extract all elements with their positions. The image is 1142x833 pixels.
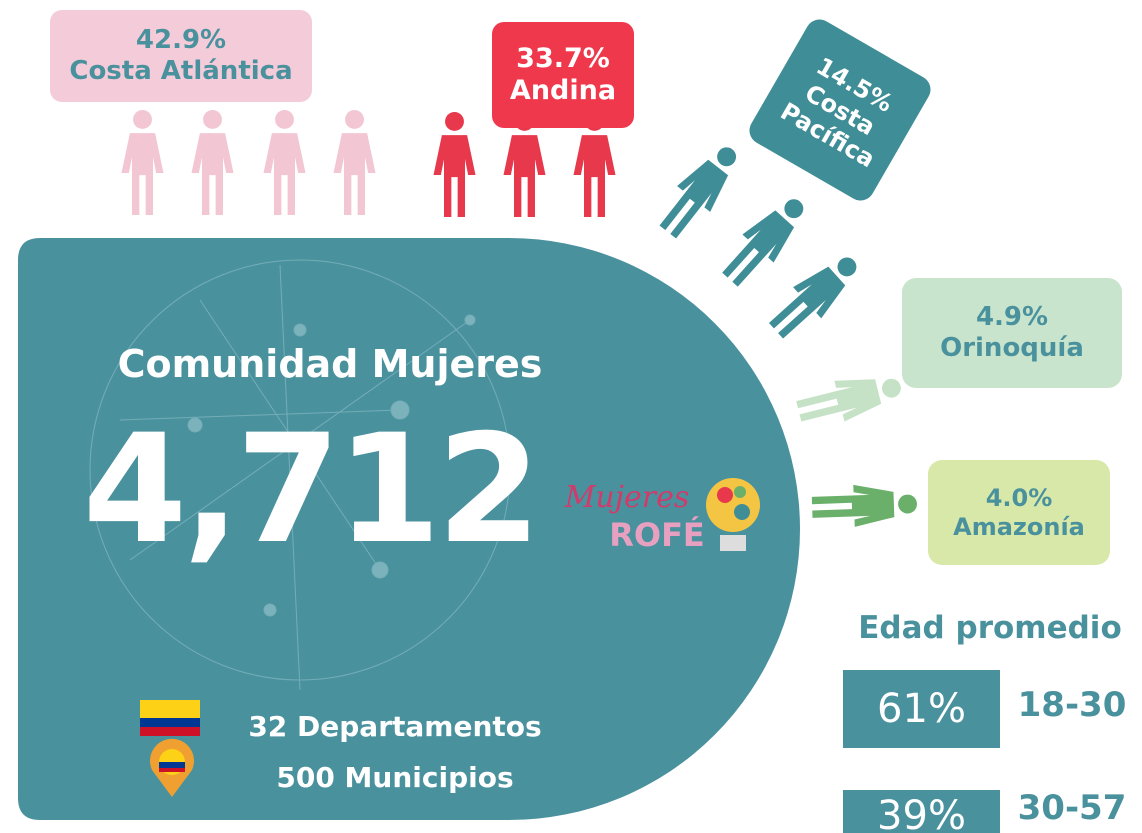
main-title: Comunidad Mujeres xyxy=(117,342,543,387)
departamentos: 32 Departamentos xyxy=(248,710,542,744)
region-name: Orinoquía xyxy=(940,333,1084,363)
region-label: 4.9% Orinoquía xyxy=(902,278,1122,388)
region-percent: 42.9% xyxy=(135,24,227,55)
logo-text: Mujeres xyxy=(564,480,690,515)
region-label: 4.0% Amazonía xyxy=(928,460,1110,565)
network-decoration xyxy=(89,259,511,691)
region-name: Amazonía xyxy=(953,512,1085,541)
edad-range: 30-57 xyxy=(1017,787,1127,828)
people-amazonia xyxy=(811,482,918,529)
region-label: 42.9% Costa Atlántica xyxy=(50,10,312,102)
logo-bulb xyxy=(706,478,760,551)
region-name: Andina xyxy=(509,75,617,106)
region-label: 33.7% Andina xyxy=(492,22,634,128)
people-costa-atlantica xyxy=(121,110,376,215)
region-percent: 4.0% xyxy=(985,483,1053,512)
logo-text: ROFÉ xyxy=(609,515,705,554)
region-percent: 33.7% xyxy=(516,42,610,74)
region-name: Costa Atlántica xyxy=(69,56,293,86)
edad-title: Edad promedio xyxy=(858,610,1122,647)
main-shape xyxy=(18,238,800,820)
flag-icon xyxy=(140,700,200,736)
edad-percent: 39% xyxy=(843,790,1000,833)
main-total: 4,712 xyxy=(82,403,541,577)
edad-range: 18-30 xyxy=(1017,684,1127,725)
people-orinoquia xyxy=(793,365,906,432)
municipios: 500 Municipios xyxy=(276,761,514,795)
pin-icon xyxy=(150,738,195,797)
region-percent: 4.9% xyxy=(975,301,1049,332)
edad-percent: 61% xyxy=(843,670,1000,748)
